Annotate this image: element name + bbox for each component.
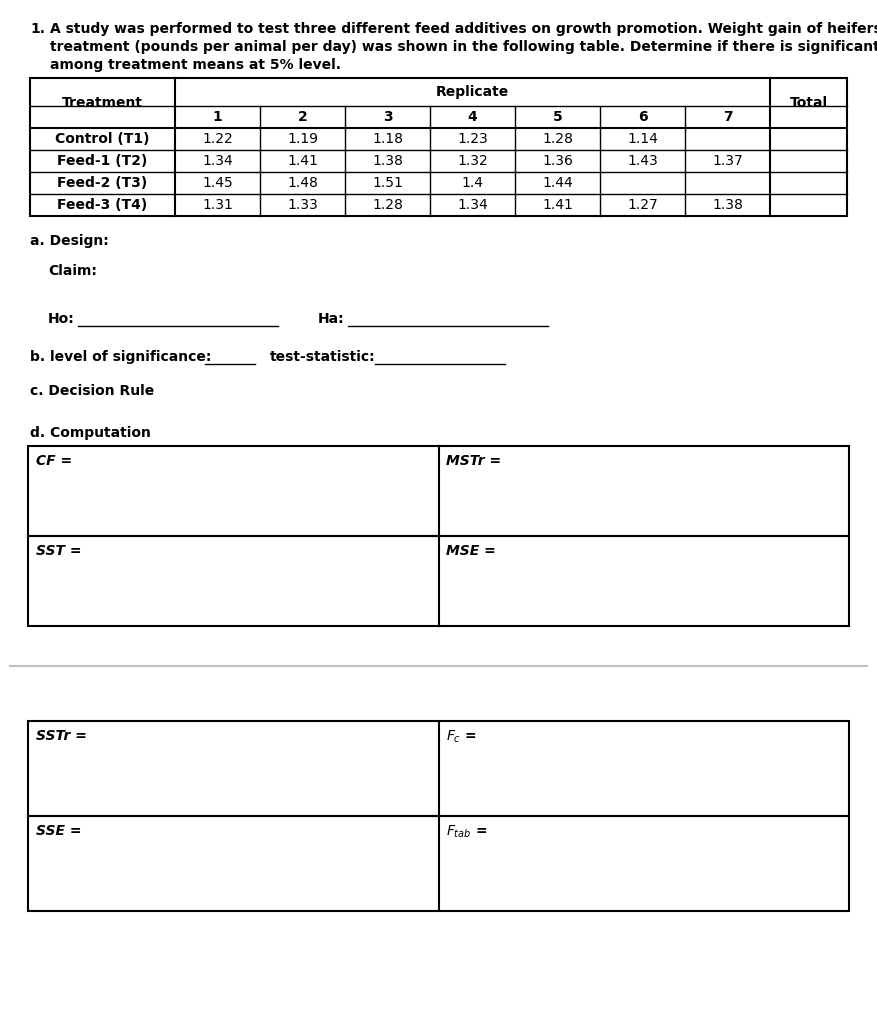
Text: 6: 6: [638, 110, 647, 124]
Text: test-statistic:: test-statistic:: [270, 350, 375, 364]
Text: Total: Total: [789, 96, 828, 110]
Text: 1.19: 1.19: [287, 132, 318, 146]
Text: 1.38: 1.38: [372, 154, 403, 168]
Text: treatment (pounds per animal per day) was shown in the following table. Determin: treatment (pounds per animal per day) wa…: [50, 40, 877, 54]
Text: 2: 2: [297, 110, 307, 124]
Text: c. Decision Rule: c. Decision Rule: [30, 384, 154, 398]
Text: SST =: SST =: [36, 544, 82, 558]
Text: 1.28: 1.28: [542, 132, 573, 146]
Text: $\mathit{F_c}$ =: $\mathit{F_c}$ =: [446, 729, 477, 745]
Text: 1.22: 1.22: [202, 132, 233, 146]
Text: 1.4: 1.4: [461, 176, 483, 190]
Bar: [30, 78, 847, 216]
Text: among treatment means at 5% level.: among treatment means at 5% level.: [50, 58, 341, 72]
Bar: [28, 446, 849, 536]
Text: 1.23: 1.23: [457, 132, 488, 146]
Text: 5: 5: [553, 110, 562, 124]
Text: SSTr =: SSTr =: [36, 729, 87, 743]
Text: Treatment: Treatment: [62, 96, 143, 110]
Text: Control (T1): Control (T1): [55, 132, 150, 146]
Bar: [28, 721, 849, 816]
Text: 1.18: 1.18: [372, 132, 403, 146]
Text: 1.34: 1.34: [202, 154, 233, 168]
Text: Ha:: Ha:: [318, 312, 345, 326]
Text: 1.32: 1.32: [457, 154, 488, 168]
Text: CF =: CF =: [36, 454, 72, 468]
Text: b. level of significance:: b. level of significance:: [30, 350, 211, 364]
Text: 1.31: 1.31: [202, 198, 233, 212]
Text: 1.41: 1.41: [287, 154, 318, 168]
Text: 1: 1: [212, 110, 223, 124]
Text: 1.28: 1.28: [372, 198, 403, 212]
Text: Feed-3 (T4): Feed-3 (T4): [57, 198, 147, 212]
Text: Ho:: Ho:: [48, 312, 75, 326]
Text: Claim:: Claim:: [48, 264, 96, 278]
Text: 1.51: 1.51: [372, 176, 403, 190]
Text: Feed-2 (T3): Feed-2 (T3): [57, 176, 147, 190]
Text: 1.: 1.: [30, 22, 45, 36]
Text: MSE =: MSE =: [446, 544, 496, 558]
Bar: [28, 816, 849, 911]
Text: 1.34: 1.34: [457, 198, 488, 212]
Text: 7: 7: [723, 110, 732, 124]
Text: 1.45: 1.45: [202, 176, 233, 190]
Text: 1.48: 1.48: [287, 176, 318, 190]
Text: 1.44: 1.44: [542, 176, 573, 190]
Text: 1.36: 1.36: [542, 154, 573, 168]
Text: a. Design:: a. Design:: [30, 234, 109, 248]
Text: 1.33: 1.33: [287, 198, 317, 212]
Bar: [28, 536, 849, 626]
Text: SSE =: SSE =: [36, 824, 82, 838]
Text: 1.37: 1.37: [712, 154, 743, 168]
Text: $\mathit{F_{tab}}$ =: $\mathit{F_{tab}}$ =: [446, 824, 488, 841]
Text: 1.38: 1.38: [712, 198, 743, 212]
Text: 3: 3: [382, 110, 392, 124]
Text: Replicate: Replicate: [436, 85, 510, 99]
Text: 1.41: 1.41: [542, 198, 573, 212]
Text: MSTr =: MSTr =: [446, 454, 502, 468]
Text: 4: 4: [467, 110, 477, 124]
Text: Feed-1 (T2): Feed-1 (T2): [57, 154, 147, 168]
Text: 1.43: 1.43: [627, 154, 658, 168]
Text: d. Computation: d. Computation: [30, 426, 151, 440]
Text: 1.27: 1.27: [627, 198, 658, 212]
Text: 1.14: 1.14: [627, 132, 658, 146]
Text: A study was performed to test three different feed additives on growth promotion: A study was performed to test three diff…: [50, 22, 877, 36]
